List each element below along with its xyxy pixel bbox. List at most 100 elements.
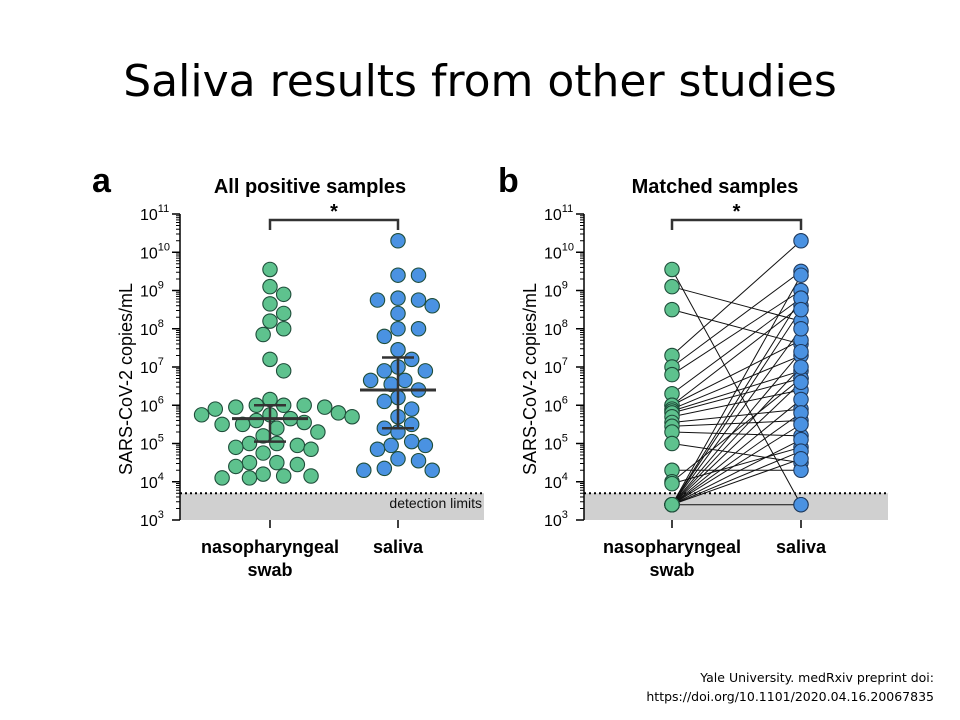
panel-b-pair-lines bbox=[671, 240, 802, 506]
panel-a-saliva-point bbox=[410, 452, 427, 469]
panel-b-saliva-point bbox=[793, 451, 809, 467]
panel-a-nasopharyngeal-point bbox=[269, 454, 285, 471]
panel-a-letter: a bbox=[92, 162, 111, 200]
panel-a-saliva-point bbox=[417, 437, 434, 454]
panel-a-detection-band bbox=[180, 493, 484, 520]
panel-b-saliva-point bbox=[793, 391, 809, 408]
panel-b-pair-line bbox=[671, 431, 802, 437]
panel-a-saliva-point bbox=[424, 462, 440, 479]
panel-b-y-tick-label: 1010 bbox=[544, 241, 574, 262]
panel-a-title: All positive samples bbox=[213, 176, 407, 198]
panel-b-y-tick-label: 105 bbox=[544, 433, 568, 454]
panel-a-nasopharyngeal-point bbox=[241, 470, 258, 486]
panel-b-pair-line bbox=[671, 439, 802, 506]
panel-a-nasopharyngeal-point bbox=[310, 424, 326, 440]
panel-a-detection-limits-label: detection limits bbox=[389, 495, 482, 511]
panel-b-saliva-point bbox=[793, 416, 809, 433]
panel-a-saliva-point bbox=[390, 290, 406, 306]
panel-b-detection-band bbox=[584, 493, 888, 520]
panel-b-pair-line bbox=[671, 446, 802, 485]
panel-a-saliva-point bbox=[390, 320, 406, 337]
panel-b-y-axis-label: SARS-CoV-2 copies/mL bbox=[520, 283, 540, 475]
panel-a-nasopharyngeal-point bbox=[241, 435, 258, 452]
panel-a-nasopharyngeal-point bbox=[262, 261, 278, 278]
panel-b-title: Matched samples bbox=[631, 176, 799, 198]
panel-b-nasopharyngeal-point bbox=[664, 475, 680, 492]
panel-b-pair-line bbox=[671, 297, 802, 395]
panel-b-nasopharyngeal-point bbox=[664, 301, 680, 318]
panel-b-pair-line bbox=[671, 450, 802, 506]
panel-a-saliva-point bbox=[410, 267, 427, 283]
panel-b-category-label: saliva bbox=[776, 537, 827, 557]
panel-a-y-tick-label: 106 bbox=[140, 394, 164, 415]
panel-b-y-tick-label: 109 bbox=[544, 280, 568, 301]
panel-a-saliva-points bbox=[356, 233, 440, 479]
panel-a-category-label: swab bbox=[247, 560, 292, 580]
panel-b-nasopharyngeal-point bbox=[664, 278, 680, 295]
panel-a-saliva-point bbox=[390, 233, 406, 249]
panel-a-nasopharyngeal-point bbox=[344, 408, 360, 425]
panel-a-saliva-point bbox=[383, 437, 399, 454]
panel-b-saliva-point bbox=[793, 496, 809, 513]
panel-a-nasopharyngeal-point bbox=[207, 401, 224, 417]
panel-b-pair-line bbox=[671, 420, 802, 427]
panel-a-saliva-point bbox=[376, 328, 393, 345]
panel-b-axes: 103 104 105 106 107 108 109 1010 1011 SARS-CoV-2 … bbox=[520, 201, 888, 580]
panel-b-y-tick-label: 1011 bbox=[544, 203, 573, 224]
panel-b-y-tick-label: 107 bbox=[544, 356, 568, 377]
panel-a-nasopharyngeal-point bbox=[241, 454, 258, 471]
panel-b-pair-line bbox=[671, 381, 802, 506]
panel-b-letter: b bbox=[498, 162, 519, 200]
panel-a-saliva-point bbox=[390, 267, 406, 283]
panel-a-nasopharyngeal-point bbox=[214, 416, 230, 433]
panel-b-nasopharyngeal-point bbox=[664, 366, 680, 383]
panel-b-y-tick-label: 103 bbox=[544, 509, 568, 530]
panel-b-pair-line bbox=[671, 290, 802, 376]
panel-a-nasopharyngeal-point bbox=[214, 470, 230, 486]
panel-b-pair-line bbox=[671, 270, 802, 368]
panel-b-pair-line bbox=[671, 269, 802, 505]
panel-b-pair-line bbox=[671, 412, 802, 506]
panel-b-y-tick-label: 104 bbox=[544, 471, 568, 492]
panel-b-pair-line bbox=[671, 458, 802, 506]
panel-a-nasopharyngeal-point bbox=[303, 441, 319, 457]
panel-b-category-label: swab bbox=[649, 560, 694, 580]
panel-b-y-tick-label: 108 bbox=[544, 318, 568, 339]
panel-b-y-tick-label: 106 bbox=[544, 394, 568, 415]
panel-a-category-label: saliva bbox=[373, 537, 424, 557]
panel-a-y-tick-label: 109 bbox=[140, 280, 164, 301]
panel-a-y-tick-label: 107 bbox=[140, 356, 164, 377]
panel-a-saliva-point bbox=[376, 460, 393, 477]
citation: Yale University. medRxiv preprint doi: h… bbox=[646, 668, 934, 706]
panel-a-nasopharyngeal-point bbox=[296, 397, 312, 413]
panel-a-y-tick-label: 1011 bbox=[140, 203, 169, 224]
panel-a-y-tick-label: 104 bbox=[140, 471, 164, 492]
panel-a-nasopharyngeal-point bbox=[255, 445, 271, 461]
panel-b-nasopharyngeal-point bbox=[664, 496, 680, 513]
panel-a-y-tick-label: 105 bbox=[140, 433, 164, 454]
panel-b-pair-line bbox=[671, 339, 802, 406]
panel-a-y-axis-label: SARS-CoV-2 copies/mL bbox=[116, 283, 136, 475]
panel-b-saliva-point bbox=[793, 343, 809, 360]
panel-b-pair-line bbox=[671, 351, 802, 506]
citation-line-2: https://doi.org/10.1101/2020.04.16.20067… bbox=[646, 689, 934, 704]
panel-a-saliva-point bbox=[390, 342, 406, 358]
panel-a-nasopharyngeal-point bbox=[330, 405, 347, 421]
panel-a-saliva-point bbox=[362, 372, 379, 389]
panel-a-nasopharyngeal-point bbox=[228, 458, 244, 475]
panel-a-saliva-point bbox=[369, 292, 386, 308]
panel-b-saliva-point bbox=[793, 233, 809, 249]
panel-a-summary bbox=[360, 356, 436, 430]
panel-a-nasopharyngeal-point bbox=[303, 468, 319, 484]
panel-a-nasopharyngeal-point bbox=[193, 407, 210, 423]
panel-a-nasopharyngeal-point bbox=[228, 399, 244, 415]
panel-a-nasopharyngeal-point bbox=[248, 412, 265, 429]
panel-b-significance-bracket bbox=[670, 218, 803, 230]
panel-b-pair-line bbox=[671, 328, 802, 505]
panel-b-pair-line bbox=[671, 377, 802, 414]
panel-b-pair-line bbox=[671, 309, 802, 345]
panel-b-pair-line bbox=[671, 378, 802, 483]
panel-a-saliva-point bbox=[417, 363, 434, 379]
panel-a-summary bbox=[232, 404, 308, 443]
